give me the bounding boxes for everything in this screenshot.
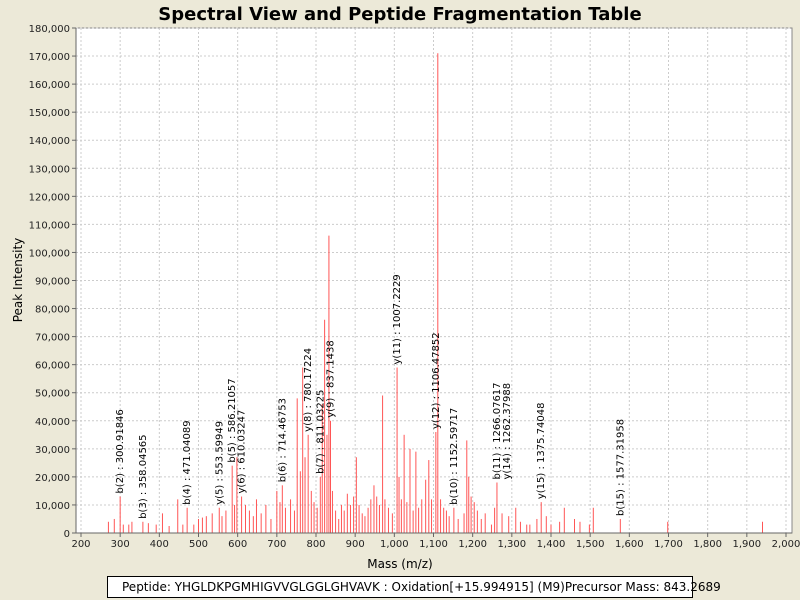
fragment-label: y(15) : 1375.74048: [536, 403, 547, 500]
grid-lines: [76, 27, 792, 533]
y-tick-label: 110,000: [29, 220, 70, 231]
y-tick-label: 120,000: [29, 192, 70, 203]
y-tick-label: 100,000: [29, 248, 70, 259]
chart-title: Spectral View and Peptide Fragmentation …: [158, 4, 641, 25]
x-tick-label: 1,600: [615, 539, 644, 550]
x-axis-label: Mass (m/z): [367, 557, 432, 571]
fragment-label: b(5) : 586.21057: [227, 378, 238, 462]
fragment-label: b(3) : 358.04565: [138, 434, 149, 518]
fragment-label: y(8) : 780.17224: [303, 348, 314, 432]
x-tick-label: 2,000: [772, 539, 800, 550]
fragment-label: y(12) : 1106.47852: [431, 332, 442, 429]
y-axis: 0 10,000 20,000 30,000 40,000 50,000 60,000 70,…: [29, 24, 77, 540]
peak-series: [107, 53, 763, 533]
x-tick-label: 1,700: [654, 539, 683, 550]
y-tick-label: 20,000: [35, 473, 70, 484]
x-tick-label: 1,900: [733, 539, 762, 550]
fragment-label: b(7) : 811.03225: [315, 390, 326, 474]
y-tick-label: 140,000: [29, 136, 70, 147]
fragment-label: y(9) : 837.1438: [325, 340, 336, 418]
y-tick-label: 130,000: [29, 164, 70, 175]
x-tick-label: 500: [189, 539, 208, 550]
y-tick-label: 0: [64, 529, 70, 540]
x-axis: 200 300 400 500 600 700 800 900 1,000 1,100 1,200 1…: [71, 532, 800, 550]
x-tick-label: 1,500: [576, 539, 605, 550]
fragment-annotations: b(2) : 300.91846 b(3) : 358.04565 b(4) : 4…: [115, 274, 626, 519]
precursor-mass-label: Precursor Mass: 843.2689: [564, 580, 721, 594]
fragment-label: b(10) : 1152.59717: [449, 408, 460, 505]
y-tick-label: 150,000: [29, 108, 70, 119]
y-tick-label: 10,000: [35, 501, 70, 512]
y-tick-label: 70,000: [35, 333, 70, 344]
x-tick-label: 200: [71, 539, 90, 550]
y-tick-label: 170,000: [29, 52, 70, 63]
peptide-label: Peptide: YHGLDKPGMHIGVVGLGGLGHVAVK : Oxi…: [122, 580, 565, 594]
fragment-label: b(15) : 1577.31958: [615, 419, 626, 516]
x-tick-label: 800: [306, 539, 325, 550]
x-tick-label: 400: [150, 539, 169, 550]
y-tick-label: 30,000: [35, 445, 70, 456]
fragment-label: b(2) : 300.91846: [115, 409, 126, 493]
peptide-info-box: Peptide: YHGLDKPGMHIGVVGLGGLGHVAVK : Oxi…: [107, 576, 721, 598]
x-tick-label: 1,800: [693, 539, 722, 550]
x-tick-label: 1,100: [419, 539, 448, 550]
y-tick-label: 180,000: [29, 24, 70, 35]
fragment-label: y(5) : 553.59949: [214, 421, 225, 505]
fragment-label: y(11) : 1007.2229: [392, 274, 403, 364]
y-tick-label: 60,000: [35, 361, 70, 372]
x-tick-label: 600: [228, 539, 247, 550]
x-tick-label: 700: [267, 539, 286, 550]
fragment-label: b(11) : 1266.07617: [492, 382, 503, 479]
y-tick-label: 40,000: [35, 417, 70, 428]
y-tick-label: 80,000: [35, 305, 70, 316]
fragment-label: b(6) : 714.46753: [277, 398, 288, 482]
x-tick-label: 300: [111, 539, 130, 550]
x-tick-label: 1,200: [458, 539, 487, 550]
x-tick-label: 1,400: [537, 539, 566, 550]
x-tick-label: 1,300: [498, 539, 527, 550]
fragment-label: b(4) : 471.04089: [182, 420, 193, 504]
x-tick-label: 900: [346, 539, 365, 550]
y-axis-label: Peak Intensity: [11, 238, 25, 323]
x-tick-label: 1,000: [380, 539, 409, 550]
y-tick-label: 160,000: [29, 80, 70, 91]
fragment-label: y(6) : 610.03247: [237, 410, 248, 494]
fragment-label: y(14) : 1262.37988: [502, 383, 513, 480]
y-tick-label: 50,000: [35, 389, 70, 400]
y-tick-label: 90,000: [35, 277, 70, 288]
